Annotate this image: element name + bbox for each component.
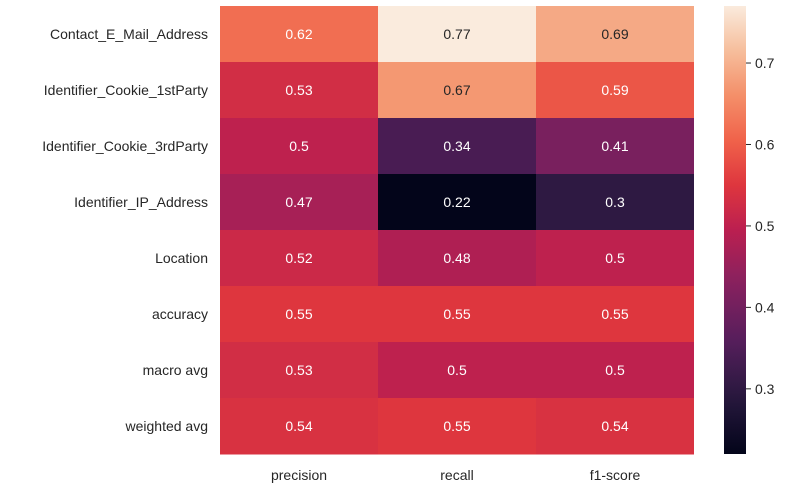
heatmap-cell	[220, 6, 378, 63]
heatmap-cell	[536, 174, 694, 231]
y-tick-label: Location	[155, 250, 208, 266]
heatmap-cell	[378, 286, 536, 343]
cell-value-label: 0.5	[447, 362, 467, 378]
cell-value-label: 0.54	[285, 418, 312, 434]
x-tick-label: precision	[271, 467, 327, 483]
colorbar-tick-label: 0.4	[755, 299, 775, 315]
heatmap-cell	[536, 230, 694, 287]
cell-value-label: 0.69	[601, 26, 628, 42]
heatmap-cell	[220, 118, 378, 175]
heatmap-cell	[378, 342, 536, 399]
cell-value-label: 0.55	[601, 306, 628, 322]
cell-value-label: 0.48	[443, 250, 470, 266]
heatmap-annotations: 0.62 0.77 0.69 0.53 0.67 0.59 0.5 0.34 0.41 0.47 0…	[285, 26, 628, 434]
cell-value-label: 0.47	[285, 194, 312, 210]
x-tick-label: recall	[440, 467, 473, 483]
heatmap-cell	[536, 6, 694, 63]
y-tick-label: macro avg	[143, 362, 208, 378]
heatmap-cell	[536, 398, 694, 455]
cell-value-label: 0.3	[605, 194, 625, 210]
cell-value-label: 0.67	[443, 82, 470, 98]
heatmap-cell	[378, 398, 536, 455]
heatmap-cell	[378, 6, 536, 63]
y-tick-label: Contact_E_Mail_Address	[50, 26, 208, 42]
heatmap-cell	[220, 398, 378, 455]
cell-value-label: 0.59	[601, 82, 628, 98]
heatmap-cell	[220, 342, 378, 399]
colorbar-tick-label: 0.6	[755, 136, 775, 152]
colorbar-tick-label: 0.7	[755, 55, 775, 71]
cell-value-label: 0.54	[601, 418, 628, 434]
cell-value-label: 0.55	[285, 306, 312, 322]
colorbar-tick-label: 0.5	[755, 218, 775, 234]
heatmap-cell	[378, 118, 536, 175]
cell-value-label: 0.62	[285, 26, 312, 42]
cell-value-label: 0.55	[443, 418, 470, 434]
y-tick-label: Identifier_IP_Address	[74, 194, 208, 210]
heatmap-cell	[220, 286, 378, 343]
heatmap-cell	[220, 174, 378, 231]
x-tick-label: f1-score	[590, 467, 641, 483]
heatmap-cell	[536, 62, 694, 119]
cell-value-label: 0.5	[605, 250, 625, 266]
heatmap-cells	[220, 6, 694, 455]
heatmap-cell	[378, 174, 536, 231]
cell-value-label: 0.5	[289, 138, 309, 154]
cell-value-label: 0.77	[443, 26, 470, 42]
cell-value-label: 0.52	[285, 250, 312, 266]
colorbar-tick-label: 0.3	[755, 381, 775, 397]
y-tick-label: weighted avg	[124, 418, 208, 434]
colorbar-gradient-bar	[724, 6, 746, 454]
heatmap-cell	[378, 230, 536, 287]
heatmap-cell	[536, 118, 694, 175]
cell-value-label: 0.5	[605, 362, 625, 378]
heatmap-cell	[220, 230, 378, 287]
heatmap-cell	[536, 342, 694, 399]
y-tick-label: Identifier_Cookie_3rdParty	[42, 138, 208, 154]
cell-value-label: 0.55	[443, 306, 470, 322]
y-tick-label: Identifier_Cookie_1stParty	[44, 82, 208, 98]
y-axis-tick-labels: Contact_E_Mail_Address Identifier_Cookie_…	[42, 26, 208, 434]
cell-value-label: 0.34	[443, 138, 470, 154]
heatmap-cell	[536, 286, 694, 343]
cell-value-label: 0.22	[443, 194, 470, 210]
colorbar: 0.3 0.4 0.5 0.6 0.7	[724, 6, 775, 454]
x-axis-tick-labels: precision recall f1-score	[271, 467, 641, 483]
heatmap-cell	[378, 62, 536, 119]
cell-value-label: 0.53	[285, 362, 312, 378]
heatmap-cell	[220, 62, 378, 119]
cell-value-label: 0.41	[601, 138, 628, 154]
cell-value-label: 0.53	[285, 82, 312, 98]
y-tick-label: accuracy	[152, 306, 208, 322]
